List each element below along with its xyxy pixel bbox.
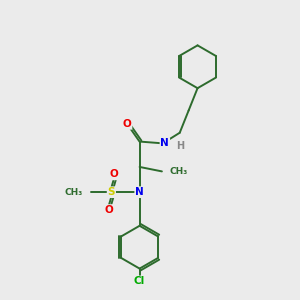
- Text: CH₃: CH₃: [65, 188, 83, 197]
- Text: O: O: [104, 205, 113, 215]
- Text: S: S: [108, 187, 115, 197]
- Text: N: N: [160, 138, 169, 148]
- Text: Cl: Cl: [134, 276, 145, 286]
- Text: O: O: [123, 119, 131, 129]
- Text: O: O: [110, 169, 119, 179]
- Text: CH₃: CH₃: [169, 167, 188, 176]
- Text: H: H: [176, 140, 184, 151]
- Text: N: N: [135, 187, 144, 197]
